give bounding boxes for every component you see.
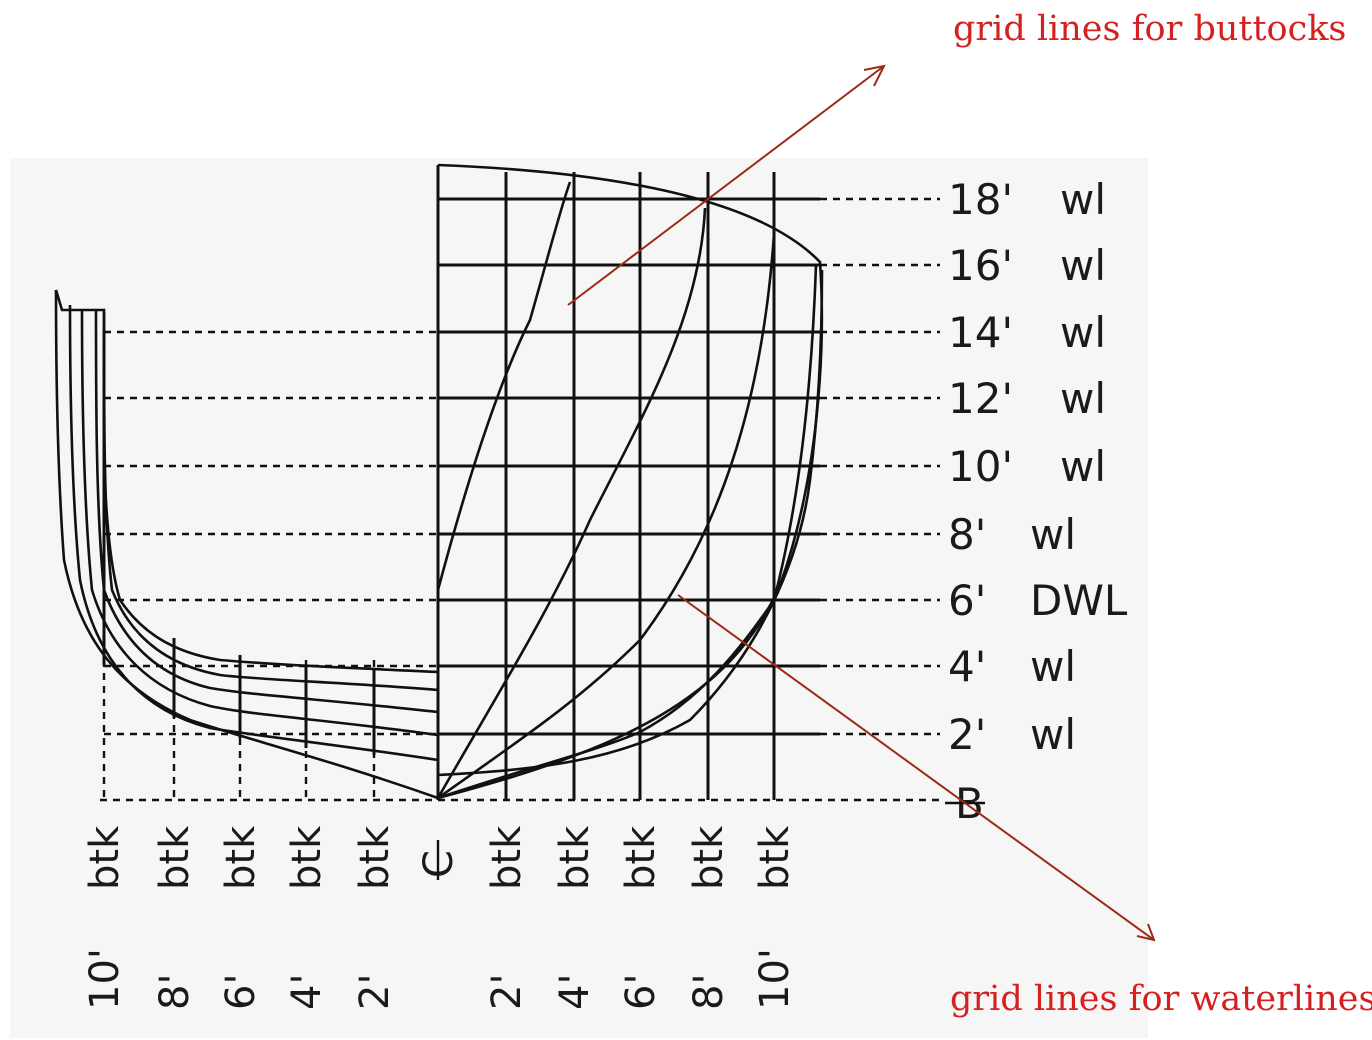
buttock-tag: btk	[352, 825, 398, 890]
buttock-value: 8'	[686, 974, 732, 1010]
hull-outline-left	[54, 289, 439, 800]
station-curve-2	[436, 207, 707, 799]
buttock-label: btk 2'	[484, 825, 530, 1010]
left-curve-2	[80, 309, 439, 737]
buttock-tag: btk	[686, 825, 732, 890]
waterline-number: 8'	[948, 510, 986, 559]
waterline-number: 4'	[948, 642, 986, 691]
waterline-labels: 18' wl 16' wl 14' wl 12' wl 10' wl 8' wl 6' DWL 4' wl 2'…	[948, 175, 1128, 759]
waterline-number: 10'	[948, 442, 1013, 491]
buttock-label: btk 6'	[218, 825, 264, 1010]
buttock-value: 2'	[352, 974, 398, 1010]
buttock-value: 6'	[618, 974, 664, 1010]
left-body-plan-curves	[54, 289, 439, 800]
buttock-tag: btk	[552, 825, 598, 890]
buttock-tag: btk	[218, 825, 264, 890]
buttock-labels: btk 10' btk 8' btk 6' btk 4' btk 2' btk 2' btk 4' btk 6…	[82, 825, 798, 1010]
waterline-tag: wl	[1060, 241, 1106, 290]
waterline-number: 6'	[948, 576, 986, 625]
buttock-label: btk 8'	[686, 825, 732, 1010]
buttock-label: btk 4'	[552, 825, 598, 1010]
station-curve-3	[437, 233, 776, 800]
buttock-tag: btk	[618, 825, 664, 890]
centerline-mark: C	[416, 840, 462, 880]
waterline-tag: wl	[1060, 442, 1106, 491]
buttock-tag: btk	[82, 825, 128, 890]
buttock-tag: btk	[152, 825, 198, 890]
arrow-head-waterlines	[1136, 923, 1156, 942]
right-body-plan-curves	[436, 163, 824, 800]
buttock-label: btk 4'	[284, 825, 330, 1010]
buttock-value: 8'	[152, 974, 198, 1010]
left-curve-1	[68, 304, 439, 762]
waterline-tag: wl	[1060, 374, 1106, 423]
buttock-label: btk 10'	[752, 825, 798, 1010]
waterline-tag: DWL	[1030, 576, 1128, 625]
left-curve-5	[102, 469, 439, 674]
annotation-waterlines: grid lines for waterlines	[950, 979, 1372, 1019]
annotation-arrow-waterlines	[677, 594, 1155, 941]
buttock-label: btk 8'	[152, 825, 198, 1010]
waterline-number: 2'	[948, 710, 986, 759]
station-curve-1	[436, 181, 572, 591]
waterline-tag: wl	[1060, 308, 1106, 357]
buttock-value: 10'	[752, 948, 798, 1010]
annotation-arrow-buttocks	[567, 65, 885, 306]
waterline-number: 12'	[948, 374, 1013, 423]
buttock-value: 4'	[552, 974, 598, 1010]
diagram-panel	[10, 158, 1148, 1038]
buttock-tag: btk	[752, 825, 798, 890]
annotation-buttocks: grid lines for buttocks	[953, 9, 1346, 49]
waterline-tag: wl	[1030, 710, 1076, 759]
waterline-tag: wl	[1030, 642, 1076, 691]
station-curve-4	[437, 264, 818, 800]
waterline-number: 14'	[948, 308, 1013, 357]
buttock-label: btk 6'	[618, 825, 664, 1010]
baseline-label-group: B	[945, 779, 985, 828]
buttock-value: 4'	[284, 974, 330, 1010]
waterline-buttock-grid	[438, 172, 820, 800]
buttock-tag: btk	[284, 825, 330, 890]
waterline-number: 18'	[948, 175, 1013, 224]
station-curve-5	[437, 269, 824, 777]
buttock-value: 10'	[82, 948, 128, 1010]
left-curve-3	[94, 309, 439, 714]
buttock-value: 6'	[218, 974, 264, 1010]
arrow-head-buttocks	[863, 64, 886, 87]
waterline-tag: wl	[1060, 175, 1106, 224]
buttock-tag: btk	[484, 825, 530, 890]
buttock-label: btk 2'	[352, 825, 398, 1010]
buttock-label: btk 10'	[82, 825, 128, 1010]
buttock-value: 2'	[484, 974, 530, 1010]
waterline-number: 16'	[948, 241, 1013, 290]
waterline-tag: wl	[1030, 510, 1076, 559]
